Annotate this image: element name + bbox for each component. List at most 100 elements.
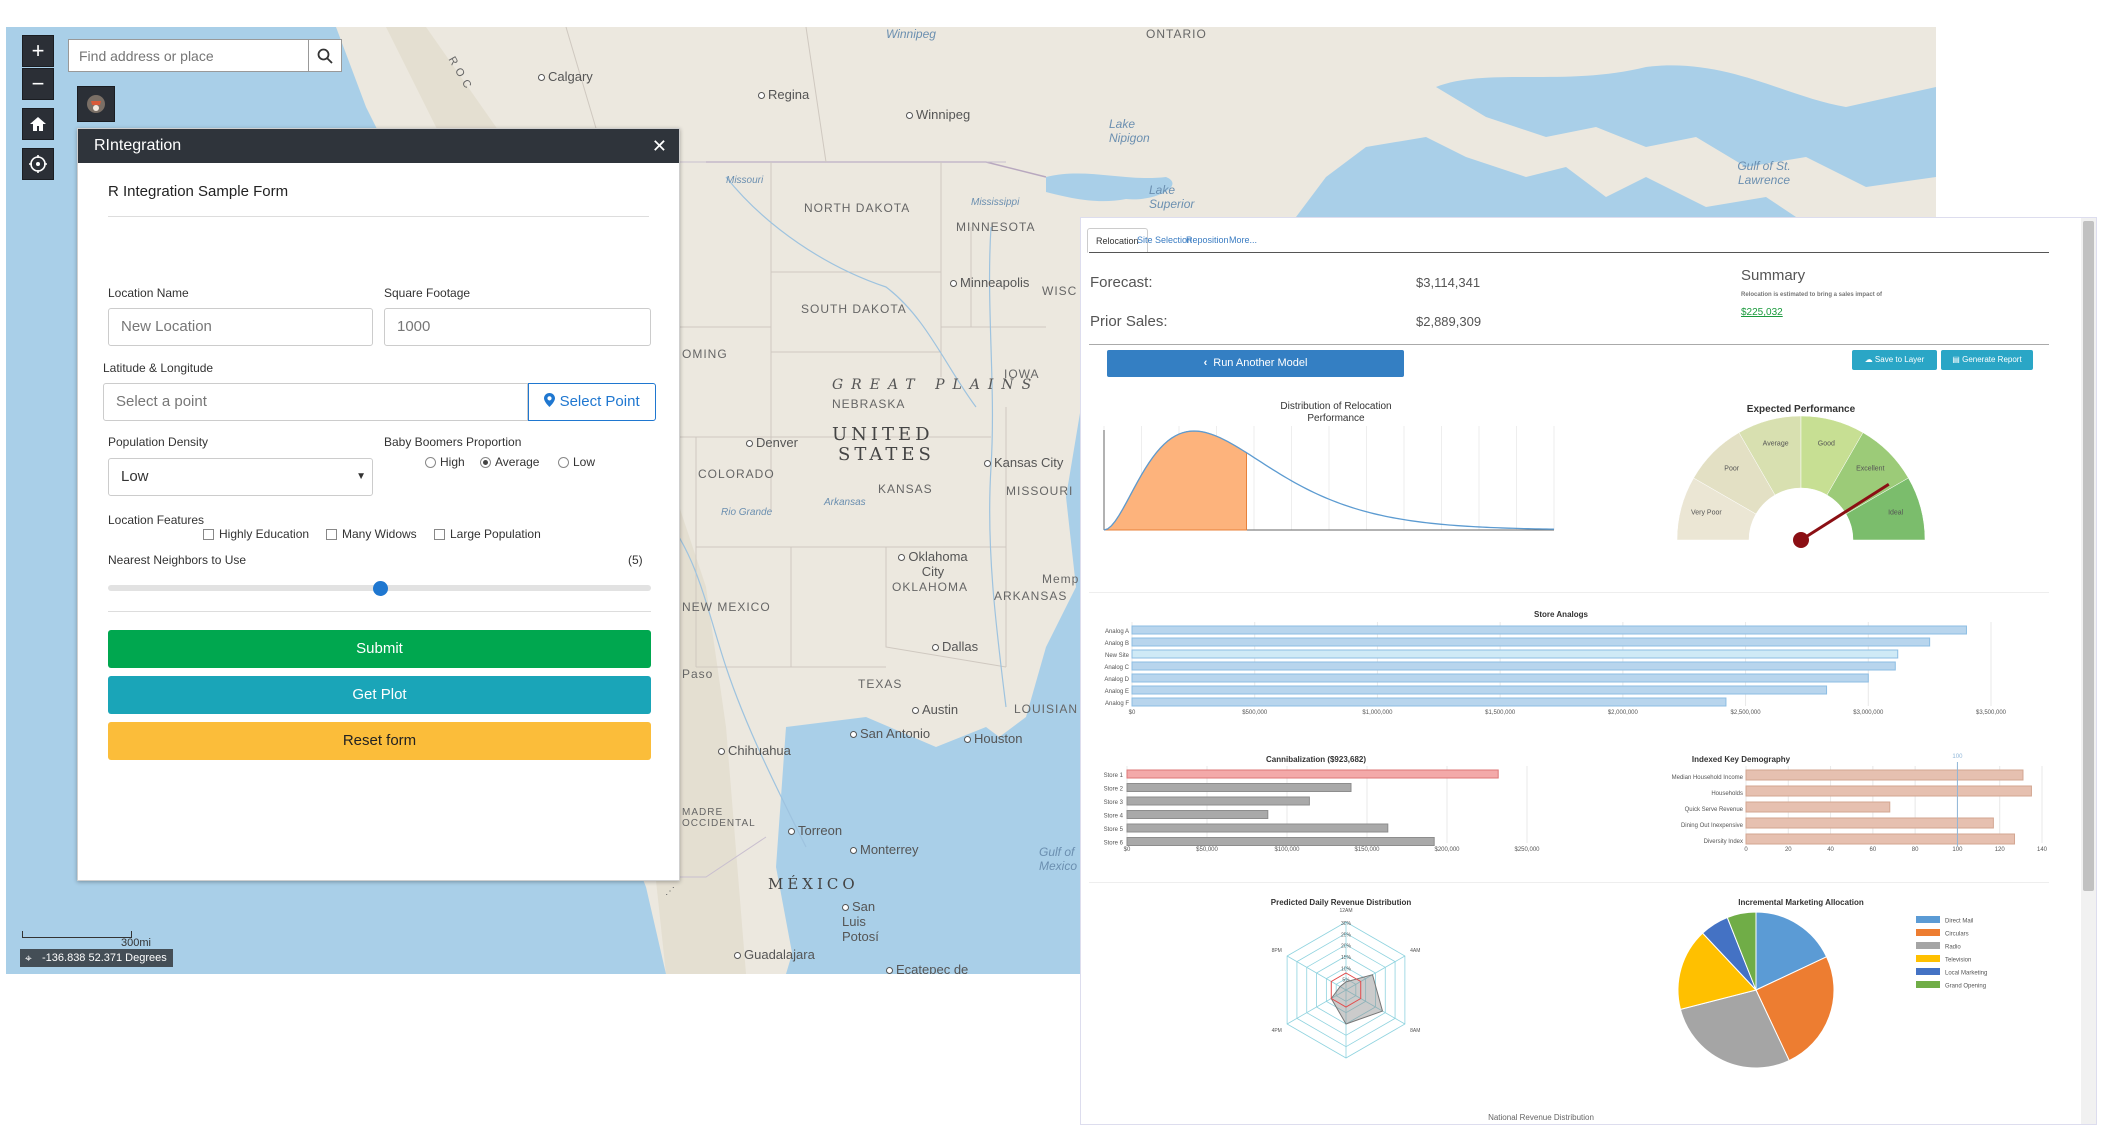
forecast-label: Forecast: — [1090, 274, 1153, 291]
map-search-button[interactable] — [308, 40, 341, 71]
home-button[interactable] — [22, 108, 54, 140]
radar-axis-label: 4PM — [1272, 1028, 1282, 1034]
category-label: Median Household Income — [1672, 775, 1744, 781]
r-widget-button[interactable] — [77, 86, 115, 122]
legend-swatch — [1916, 981, 1940, 988]
legend-label: Direct Mail — [1945, 919, 1973, 925]
radar-axis — [1286, 955, 1347, 991]
map-coordinates: ⌖ -136.838 52.371 Degrees — [20, 949, 173, 967]
pie-slice-television — [1677, 932, 1757, 1011]
category-label: Analog D — [1104, 677, 1129, 683]
map-label-missouri-river: Missouri — [726, 175, 764, 186]
location-name-input[interactable]: New Location — [108, 308, 373, 346]
demography-title: Indexed Key Demography — [1691, 755, 1791, 764]
get-plot-button[interactable]: Get Plot — [108, 676, 651, 714]
map-scale-label: 300mi — [121, 937, 151, 949]
map-search-input[interactable] — [69, 40, 309, 71]
checkbox-icon — [203, 529, 214, 541]
home-icon — [30, 117, 46, 131]
radar-axis-label: 8PM — [1272, 948, 1282, 954]
map-label-lake-superior: Lake Superior — [1149, 183, 1195, 211]
reset-form-button[interactable]: Reset form — [108, 722, 651, 760]
category-label: Store 4 — [1104, 814, 1124, 820]
checkbox-large-population[interactable]: Large Population — [434, 527, 541, 541]
map-label-wisc: WISC — [1042, 284, 1078, 298]
save-to-layer-button[interactable]: ☁ Save to Layer — [1852, 350, 1937, 370]
population-density-select[interactable]: Low ▼ — [108, 458, 373, 496]
tick-label: 0 — [1744, 847, 1748, 853]
bar-diversity-index — [1745, 833, 2016, 845]
map-label-colorado: COLORADO — [698, 467, 775, 481]
radio-high[interactable]: High — [425, 455, 465, 469]
bar-store-6 — [1126, 837, 1435, 846]
run-another-model-button[interactable]: ‹ Run Another Model — [1107, 350, 1404, 377]
crosshair-icon[interactable]: ⌖ — [25, 951, 32, 965]
map-search-box — [68, 39, 342, 72]
map-label-austin: Austin — [912, 702, 958, 717]
close-icon[interactable]: ✕ — [651, 135, 667, 156]
bar-store-5 — [1126, 823, 1389, 833]
generate-report-button[interactable]: ▤ Generate Report — [1941, 350, 2033, 370]
location-features-label: Location Features — [108, 513, 205, 527]
zoom-out-button[interactable]: − — [22, 68, 54, 100]
gauge-label-poor: Poor — [1724, 466, 1739, 473]
cloud-upload-icon: ☁ — [1864, 355, 1873, 364]
pie-slice-grand-opening — [1726, 911, 1757, 991]
gauge-segment-average — [1738, 416, 1802, 496]
tab-site-selection[interactable]: Site Selection — [1137, 235, 1193, 245]
prior-sales-label: Prior Sales: — [1090, 313, 1168, 330]
tab-reposition[interactable]: Reposition — [1186, 235, 1229, 245]
radio-average-icon — [480, 457, 491, 469]
radio-low[interactable]: Low — [558, 455, 595, 469]
zoom-in-button[interactable]: + — [22, 35, 54, 67]
baby-boomers-label: Baby Boomers Proportion — [384, 435, 522, 449]
map-label-arkansas: ARKANSAS — [994, 589, 1068, 603]
map-label-great-plains: GREAT PLAINS — [832, 377, 1040, 393]
map-label-nebraska: NEBRASKA — [832, 397, 906, 411]
select-point-button[interactable]: Select Point — [528, 383, 656, 421]
gauge-chart-title: Expected Performance — [1746, 404, 1856, 415]
map-label-ontario: ONTARIO — [1146, 27, 1207, 41]
tick-label: 60 — [1870, 847, 1877, 853]
square-footage-input[interactable]: 1000 — [384, 308, 651, 346]
distribution-chart — [1103, 426, 1555, 531]
resize-handle-icon[interactable]: ⋰ — [665, 886, 675, 897]
gauge-segment-ideal — [1845, 477, 1926, 541]
map-label-louisiana: LOUISIAN — [1014, 702, 1079, 716]
map-label-calgary: Calgary — [538, 69, 593, 84]
submit-button[interactable]: Submit — [108, 630, 651, 668]
tick-label: $500,000 — [1242, 710, 1268, 716]
checkbox-icon — [326, 529, 337, 541]
neighbors-slider-thumb[interactable] — [372, 581, 388, 596]
checkbox-highly-education[interactable]: Highly Education — [203, 527, 309, 541]
tab-relocation[interactable]: Relocation — [1087, 228, 1148, 253]
run-another-model-label: Run Another Model — [1213, 357, 1308, 369]
tick-label: 140 — [2037, 847, 2048, 853]
tick-label: $0 — [1129, 710, 1136, 716]
radar-baseline — [1330, 972, 1362, 1008]
category-label: Diversity Index — [1704, 839, 1743, 845]
distribution-chart-title: Distribution of Relocation Performance — [1280, 401, 1392, 424]
bar-analog-e — [1131, 685, 1828, 695]
form-title: R Integration Sample Form — [108, 183, 649, 217]
results-scrollbar[interactable] — [2081, 218, 2096, 1124]
legend-label: Radio — [1945, 945, 1961, 951]
locate-button[interactable] — [22, 148, 54, 180]
tick-label: 100 — [1952, 847, 1963, 853]
search-icon — [317, 48, 333, 64]
summary-value: $225,032 — [1741, 307, 1783, 318]
tick-label: $100,000 — [1274, 847, 1300, 853]
checkbox-many-widows[interactable]: Many Widows — [326, 527, 417, 541]
latlong-label: Latitude & Longitude — [103, 361, 214, 375]
map-label-guadalajara: Guadalajara — [734, 947, 815, 962]
bar-store-2 — [1126, 783, 1352, 792]
latlong-input[interactable]: Select a point — [103, 383, 528, 421]
select-point-label: Select Point — [559, 393, 640, 410]
radio-high-icon — [425, 457, 436, 469]
scrollbar-thumb[interactable] — [2083, 221, 2094, 891]
checkbox-highly-education-label: Highly Education — [219, 527, 310, 541]
radio-average[interactable]: Average — [480, 455, 539, 469]
category-label: Analog F — [1105, 701, 1129, 707]
tab-more[interactable]: More... — [1229, 235, 1258, 245]
